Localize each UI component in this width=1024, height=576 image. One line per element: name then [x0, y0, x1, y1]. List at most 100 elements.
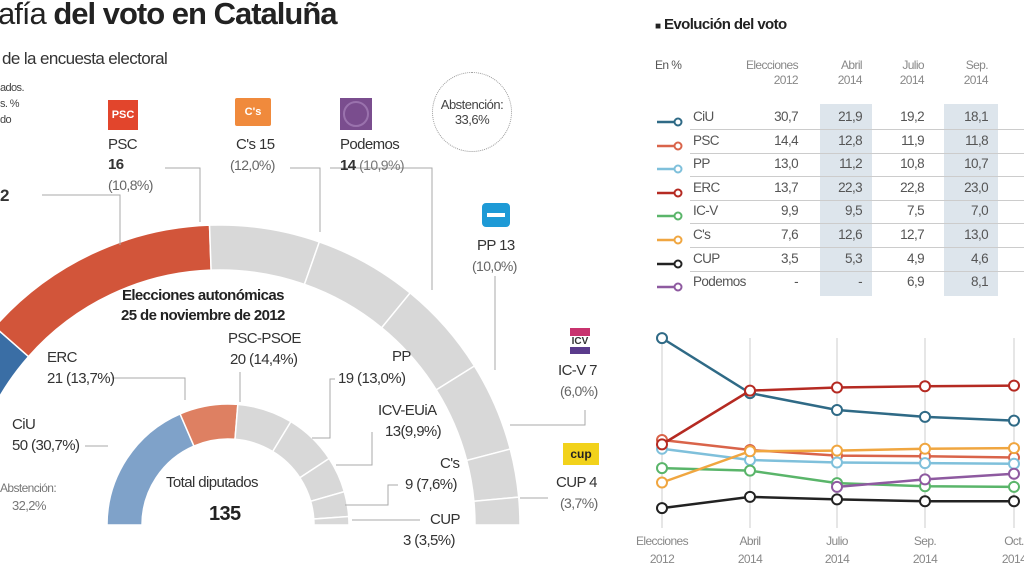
data-point	[831, 456, 843, 469]
row-label: ERC	[693, 179, 720, 195]
column-header-line: Julio	[902, 58, 924, 72]
data-point	[831, 480, 843, 493]
table-cell: 6,9	[907, 274, 925, 290]
table-cell: 11,2	[839, 156, 862, 172]
table-cell: 4,6	[992, 251, 1024, 266]
podemos-pct: (10,9%)	[359, 157, 404, 173]
unit-label: En %	[655, 58, 682, 72]
x-tick-label-line: 2014	[737, 552, 763, 566]
leader-lines	[42, 167, 586, 521]
column-header-line: 2014	[963, 73, 989, 87]
column-header-line: Elecciones	[745, 58, 799, 72]
table-cell: 5,3	[845, 250, 863, 266]
table-cell: 7,0	[971, 203, 989, 219]
x-tick-label: Julio 2014	[802, 532, 872, 568]
table-cell: 23,1	[992, 180, 1024, 195]
pp-2012-value: 19 (13,0%)	[338, 370, 406, 387]
cup-label: CUP 4	[556, 474, 598, 491]
data-point	[656, 332, 668, 345]
ciu-2012-value: 50 (30,7%)	[12, 437, 80, 454]
data-point	[919, 380, 931, 393]
cup-logo: cup	[563, 443, 599, 465]
data-point	[919, 410, 931, 423]
legend-line-marker-icon	[657, 138, 683, 151]
data-point	[1008, 495, 1020, 508]
table-cell: 10,8	[900, 156, 924, 172]
table-cell: 22,8	[900, 179, 924, 195]
table-cell: 12,7	[900, 227, 924, 242]
table-cell: 18,1	[964, 109, 988, 124]
election-title-line1: Elecciones autonómicas	[121, 287, 284, 304]
hemicycle-segment-cup	[312, 515, 350, 526]
podemos-logo	[340, 98, 372, 130]
cs-label: C's 15	[236, 136, 275, 153]
x-tick-label-line: 2012	[649, 552, 675, 566]
legend-line-marker-icon	[657, 279, 683, 292]
evolution-title-text: Evolución del voto	[664, 16, 787, 33]
psc-seats: 16	[108, 156, 124, 173]
survey-hemicycle	[0, 224, 521, 526]
title-regular: afía	[0, 0, 47, 31]
data-point	[744, 490, 756, 503]
table-cell: 11,9	[901, 132, 924, 148]
x-tick-label-line: 2014	[824, 552, 850, 566]
column-header-line: Oct.	[982, 58, 1024, 73]
table-cell: 13,1	[992, 227, 1024, 242]
icv-2012-name: ICV-EUiA	[378, 402, 437, 419]
data-point	[744, 464, 756, 477]
row-divider	[690, 152, 1024, 154]
note-line: ados.	[0, 82, 25, 94]
psc-2012-value: 20 (14,4%)	[230, 351, 298, 368]
icv-logo-band	[570, 347, 590, 354]
data-point	[1008, 442, 1020, 455]
table-cell: 12,8	[838, 132, 862, 148]
table-cell: 14,4	[774, 132, 798, 148]
row-divider	[690, 223, 1024, 225]
x-tick-label: Sep. 2014	[890, 532, 960, 568]
data-point	[831, 381, 843, 394]
column-header: Sep. 2014	[918, 58, 989, 88]
icv-logo: ICV	[569, 326, 591, 356]
row-label: CiU	[693, 109, 714, 124]
x-tick-label-line: Sep.	[913, 534, 937, 548]
table-cell: 3,5	[781, 250, 799, 266]
icv-logo-text: ICV	[571, 336, 589, 347]
podemos-circle-icon	[343, 101, 369, 127]
page-title: afía del voto en Cataluña	[0, 0, 338, 32]
data-point	[1008, 467, 1020, 480]
table-cell: 8,1	[971, 274, 989, 290]
cup-2012-value: 3 (3,5%)	[403, 532, 455, 549]
abstention-bubble: Abstención: 33,6%	[432, 72, 512, 152]
row-divider	[690, 176, 1024, 178]
cup-pct: (3,7%)	[560, 495, 598, 511]
legend-line-marker-icon	[657, 185, 683, 198]
row-label: C's	[693, 227, 711, 242]
column-header: Julio 2014	[854, 58, 925, 88]
x-tick-label: Abril 2014	[715, 532, 785, 568]
cut-label: 2	[0, 186, 9, 205]
psc-pct: (10,8%)	[108, 177, 153, 193]
leader-line	[312, 378, 335, 439]
data-point	[656, 438, 668, 451]
pp-gull-icon	[487, 213, 505, 217]
table-cell: 9,5	[845, 203, 863, 219]
leader-line	[290, 167, 321, 232]
table-cell: 9,9	[781, 203, 799, 219]
table-cell: 13,7	[774, 179, 798, 195]
table-cell: 19,2	[900, 109, 924, 124]
cs-pct: (12,0%)	[230, 157, 275, 173]
x-tick-label-line: Elecciones	[635, 534, 689, 548]
data-point	[831, 444, 843, 457]
podemos-seats: 14	[340, 157, 356, 174]
row-label: PP	[693, 156, 710, 172]
abstention-label: Abstención:	[440, 97, 504, 112]
x-tick-label-line: 2014	[1001, 552, 1024, 566]
note-line: do	[0, 114, 12, 126]
hemicycle-segment-ciu	[106, 412, 195, 526]
table-cell: 13,0	[774, 156, 798, 172]
row-divider	[690, 247, 1024, 248]
column-header-line: Abril	[840, 58, 863, 72]
row-label: IC-V	[693, 203, 718, 219]
pp-pct: (10,0%)	[472, 258, 517, 274]
